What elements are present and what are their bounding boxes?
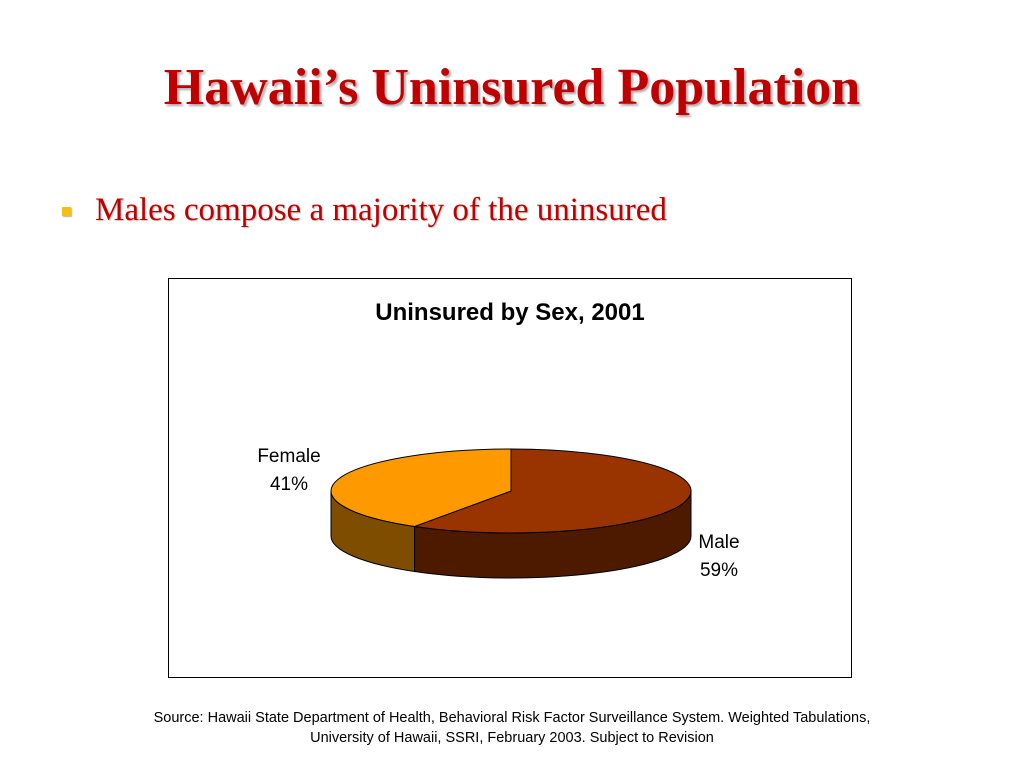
chart-title: Uninsured by Sex, 2001 [375, 299, 645, 326]
slice-label-female: Female 41% [239, 443, 339, 499]
slice-label-female-name: Female [257, 446, 321, 467]
pie-chart [330, 448, 692, 579]
bullet-item: Males compose a majority of the uninsure… [62, 192, 667, 229]
bullet-text: Males compose a majority of the uninsure… [95, 192, 667, 228]
source-line-1: Source: Hawaii State Department of Healt… [153, 710, 871, 726]
source-note: Source: Hawaii State Department of Healt… [0, 708, 1024, 748]
pie-slice-female [330, 448, 512, 527]
source-line-2: University of Hawaii, SSRI, February 200… [310, 730, 714, 746]
slice-label-male-value: 59% [699, 560, 739, 581]
slice-label-female-value: 41% [269, 474, 309, 495]
bullet-marker-icon [62, 207, 71, 216]
chart-frame: Uninsured by Sex, 2001 Female 41% Male 5… [168, 278, 852, 678]
pie-slice-male [414, 448, 692, 534]
slice-label-male-name: Male [698, 532, 740, 553]
slide-title: Hawaii’s Uninsured Population [163, 59, 861, 116]
slice-label-male: Male 59% [669, 529, 769, 585]
